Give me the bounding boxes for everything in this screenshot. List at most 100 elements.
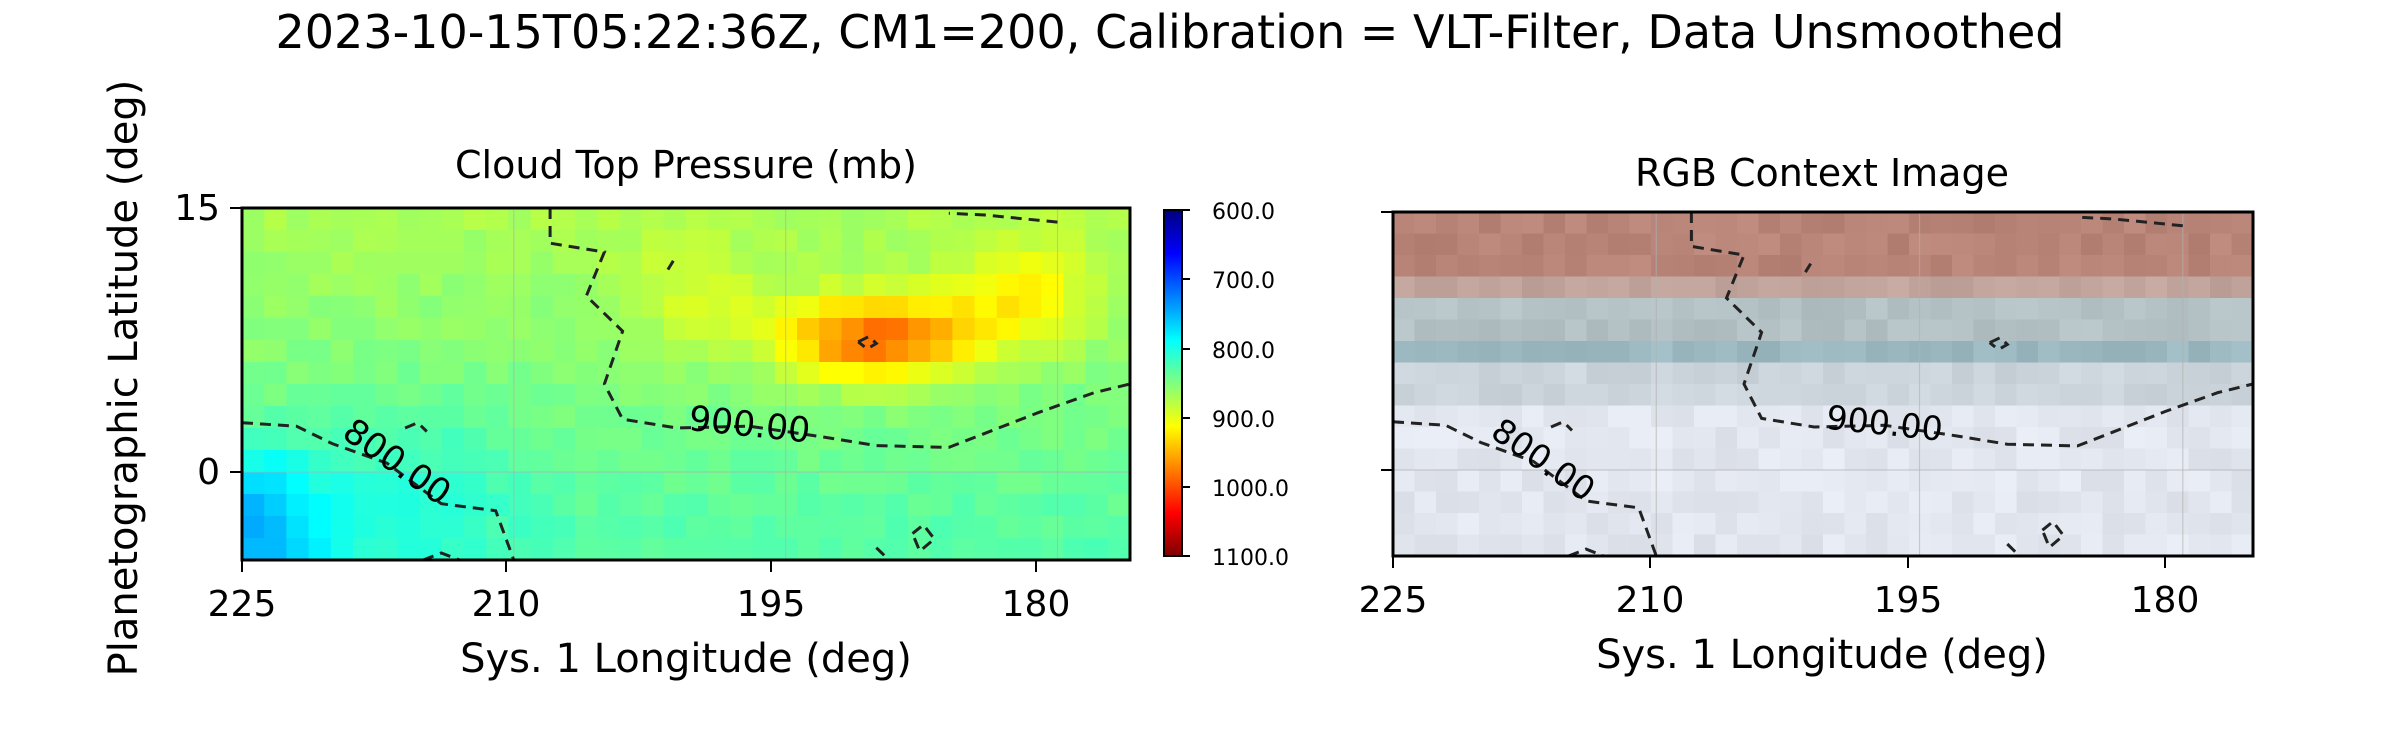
pressure-cells	[242, 208, 1130, 560]
pressure-cell	[996, 516, 1020, 539]
rgb-cell	[2102, 298, 2125, 321]
pressure-cell	[464, 340, 487, 363]
rgb-cell	[1995, 470, 2018, 493]
rgb-cell	[1952, 319, 1975, 342]
rgb-cell	[1565, 362, 1588, 385]
rgb-cell	[1565, 233, 1588, 256]
pressure-cell	[552, 384, 576, 407]
rgb-cell	[2145, 405, 2168, 428]
pressure-cell	[1085, 538, 1109, 560]
rgb-cell	[2145, 255, 2168, 278]
rgb-cell	[1930, 233, 1953, 256]
rgb-cell	[1522, 276, 1545, 299]
pressure-cell	[575, 538, 598, 560]
pressure-cell	[530, 450, 554, 473]
pressure-cell	[841, 516, 865, 539]
rgb-cell	[1672, 362, 1695, 385]
rgb-cell	[1672, 255, 1695, 278]
pressure-cell	[508, 406, 532, 429]
pressure-cell	[908, 538, 931, 560]
pressure-cell	[441, 362, 465, 385]
rgb-cell	[1887, 534, 1910, 556]
rgb-cell	[1414, 212, 1437, 235]
rgb-cell	[1694, 448, 1717, 471]
rgb-cell	[1758, 276, 1781, 299]
rgb-cells	[1393, 212, 2253, 556]
pressure-cell	[308, 296, 332, 319]
pressure-cell	[375, 494, 398, 517]
pressure-cell	[552, 296, 576, 319]
rgb-cell	[1672, 319, 1695, 342]
pressure-cell	[552, 472, 576, 495]
pressure-cell	[1041, 208, 1064, 231]
rgb-cell	[2210, 405, 2233, 428]
pressure-cell	[330, 472, 354, 495]
rgb-cell	[1629, 276, 1652, 299]
rgb-cell	[1930, 491, 1953, 514]
pressure-cell	[641, 516, 665, 539]
pressure-cell	[930, 384, 953, 407]
pressure-cell	[242, 340, 265, 363]
rgb-cell	[2124, 534, 2147, 556]
rgb-cell	[1930, 448, 1953, 471]
pressure-cell	[708, 428, 731, 451]
rgb-cell	[1930, 276, 1953, 299]
pressure-cell	[330, 296, 354, 319]
pressure-cell	[308, 384, 332, 407]
rgb-cell	[1651, 513, 1674, 536]
rgb-cell	[1973, 212, 1996, 235]
rgb-cell	[1393, 341, 1416, 364]
rgb-cell	[2188, 362, 2211, 385]
rgb-cell	[1801, 470, 1824, 493]
pressure-cell	[1085, 318, 1109, 341]
pressure-cell	[708, 274, 731, 297]
rgb-cell	[2059, 491, 2082, 514]
rgb-cell	[2124, 319, 2147, 342]
rgb-cell	[1586, 276, 1609, 299]
rgb-cell	[1629, 212, 1652, 235]
rgb-cell	[1414, 470, 1437, 493]
pressure-cell	[663, 340, 687, 363]
rgb-cell	[1844, 341, 1867, 364]
pressure-cell	[908, 450, 931, 473]
rgb-cell	[2210, 298, 2233, 321]
pressure-cell	[663, 494, 687, 517]
rgb-cell	[2102, 319, 2125, 342]
pressure-cell	[286, 472, 310, 495]
pressure-cell	[1063, 406, 1087, 429]
pressure-cell	[930, 230, 953, 253]
pressure-cell	[1107, 538, 1130, 560]
pressure-cell	[508, 296, 532, 319]
rgb-cell	[1651, 405, 1674, 428]
pressure-cell	[264, 516, 287, 539]
pressure-cell	[752, 428, 776, 451]
pressure-cell	[996, 406, 1020, 429]
rgb-cell	[2102, 513, 2125, 536]
pressure-cell	[419, 406, 443, 429]
pressure-cell	[286, 516, 310, 539]
rgb-cell	[1823, 448, 1846, 471]
rgb-cell	[1973, 470, 1996, 493]
rgb-cell	[1866, 491, 1889, 514]
pressure-cell	[1107, 296, 1130, 319]
rgb-cell	[1801, 491, 1824, 514]
rgb-cell	[2167, 534, 2190, 556]
pressure-cell	[1041, 538, 1064, 560]
rgb-cell	[1565, 534, 1588, 556]
rgb-cell	[1823, 298, 1846, 321]
pressure-cell	[597, 208, 620, 231]
rgb-cell	[1694, 298, 1717, 321]
pressure-cell	[419, 296, 443, 319]
rgb-cell	[1436, 534, 1459, 556]
rgb-cell	[2038, 319, 2061, 342]
rgb-cell	[2081, 405, 2104, 428]
rgb-cell	[1672, 341, 1695, 364]
rgb-cell	[1608, 384, 1631, 407]
rgb-cell	[1780, 233, 1803, 256]
pressure-cell	[330, 318, 354, 341]
rgb-cell	[2124, 427, 2147, 450]
pressure-cell	[863, 362, 887, 385]
rgb-cell	[2188, 491, 2211, 514]
rgb-cell	[2102, 384, 2125, 407]
rgb-cell	[1608, 534, 1631, 556]
